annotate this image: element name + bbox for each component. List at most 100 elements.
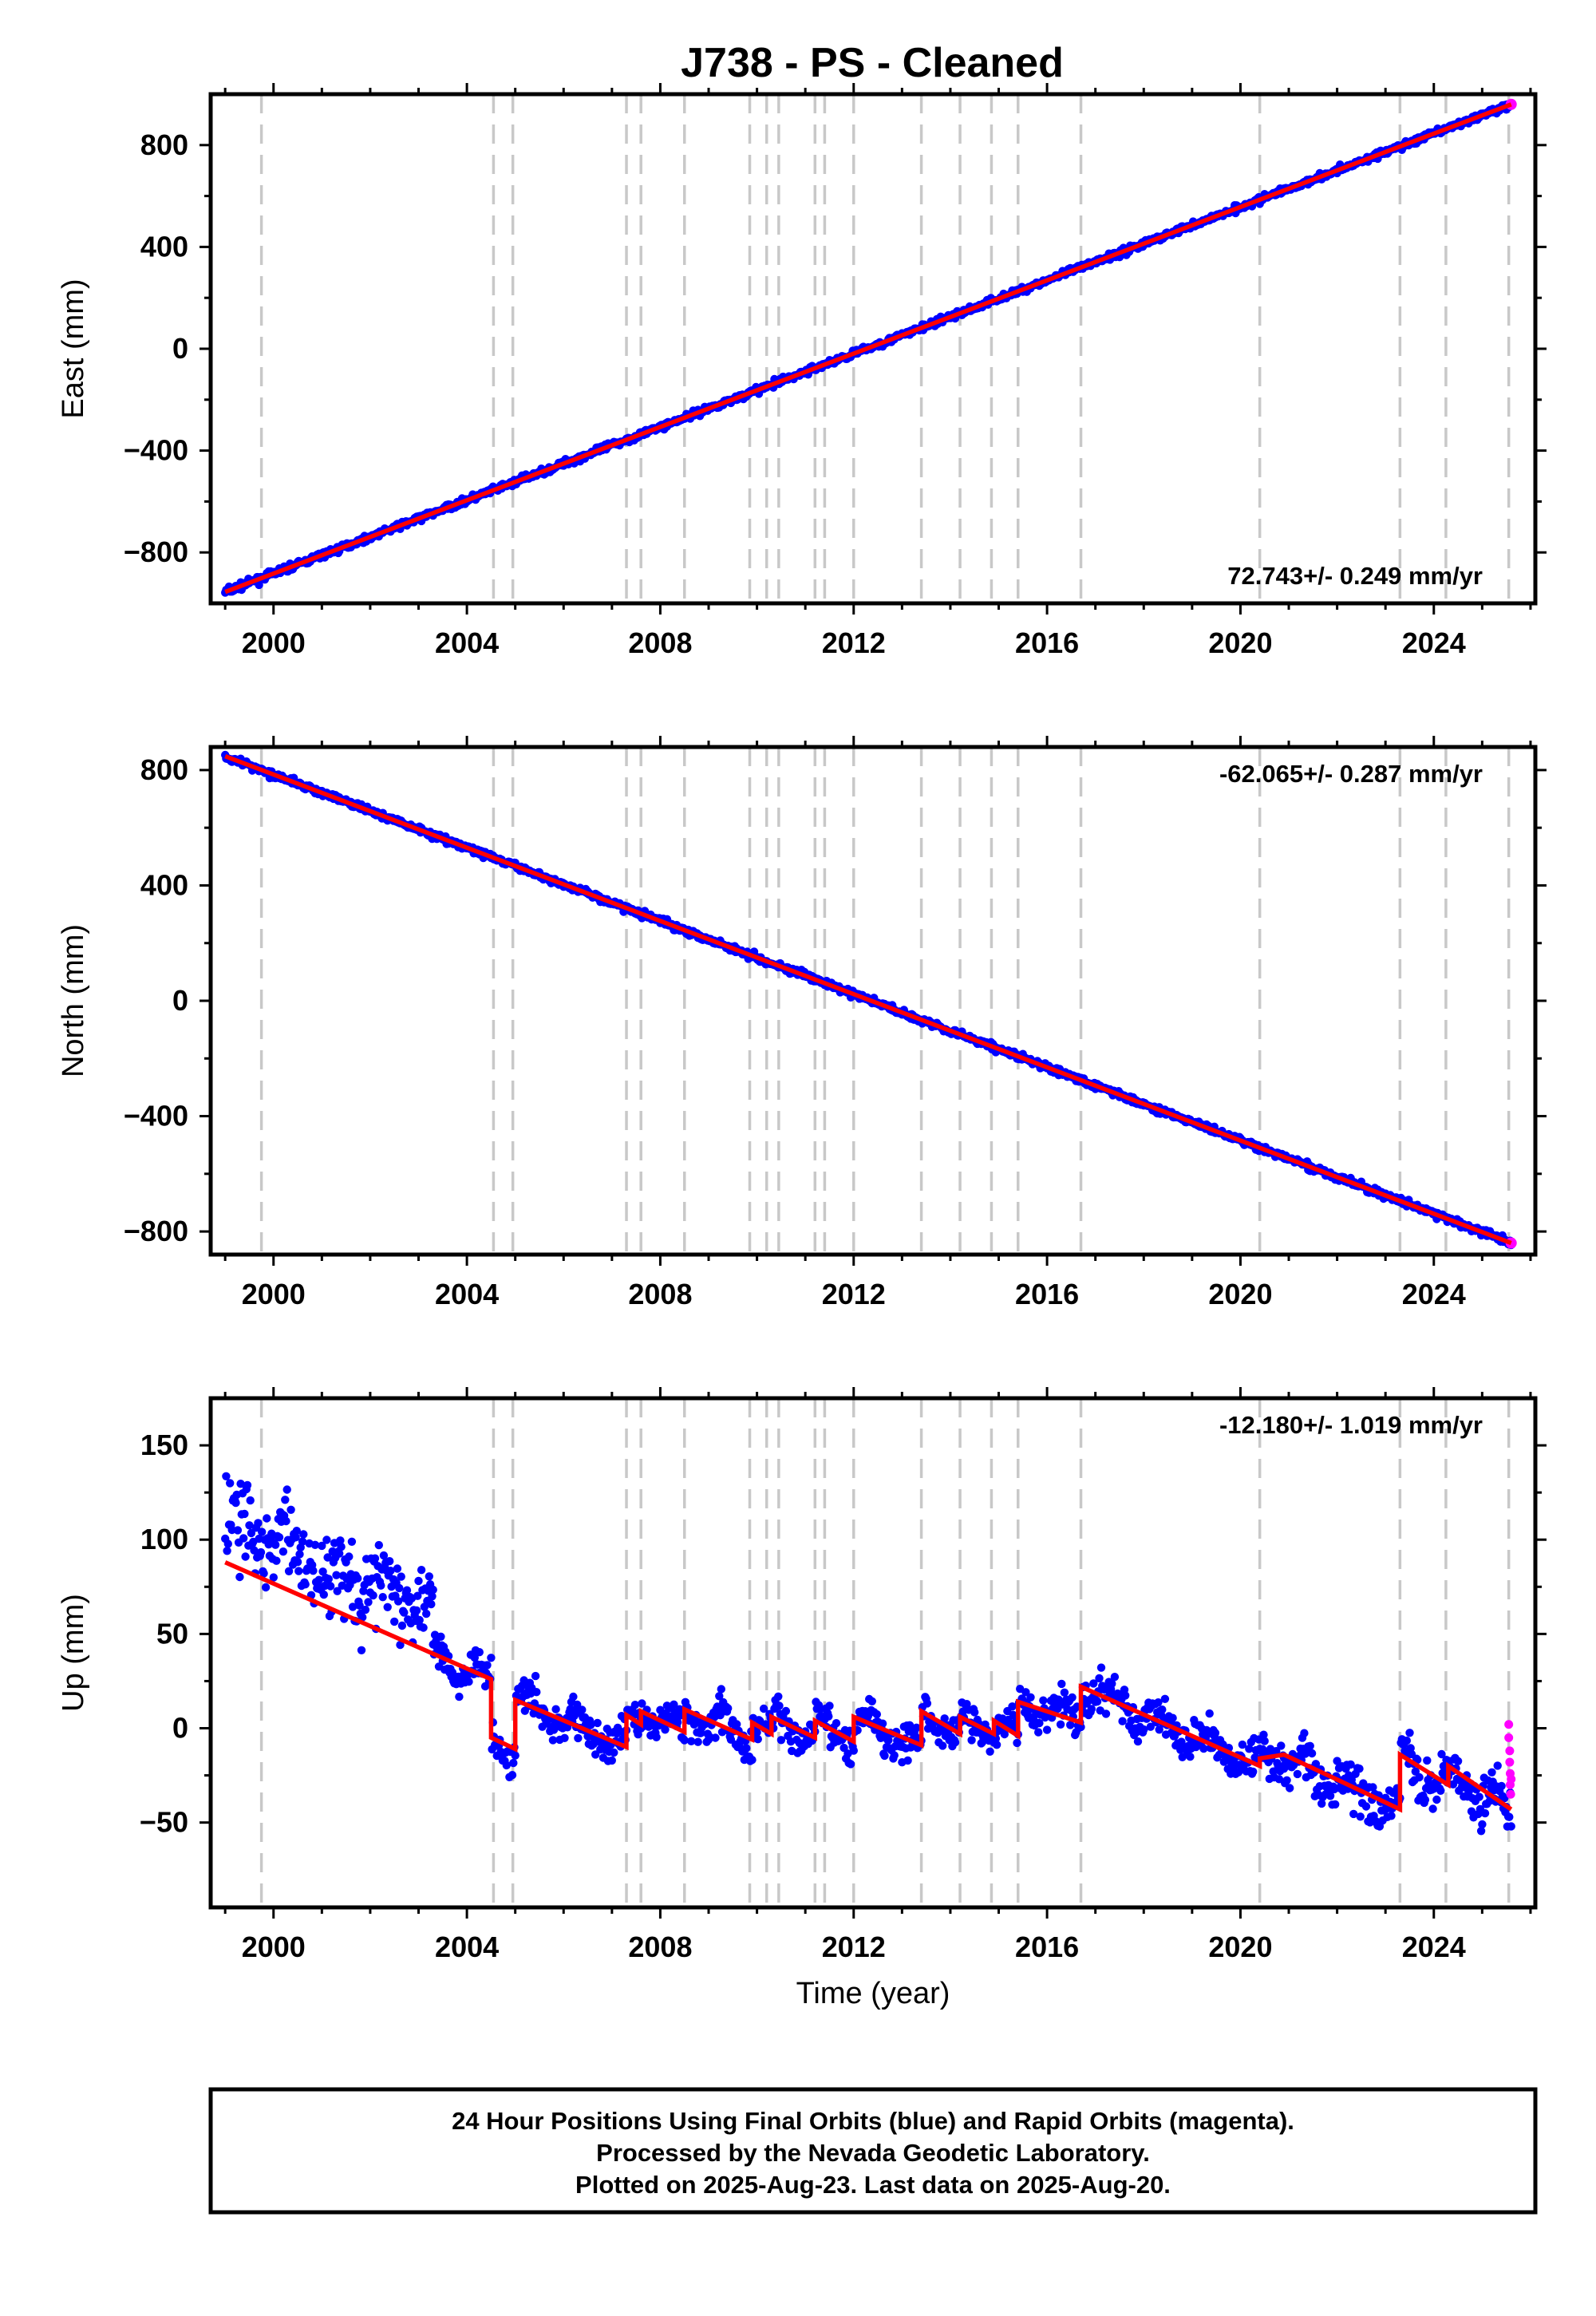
y-tick-label: −400 [124,434,188,467]
final-orbit-point [357,1646,366,1654]
final-orbit-point [867,1697,877,1705]
final-orbit-point [377,1581,385,1590]
final-orbit-point [396,1640,405,1650]
final-orbit-point [412,1606,421,1615]
final-orbit-point [1423,1756,1432,1765]
final-orbit-point [397,1572,405,1581]
final-orbit-point [532,1688,541,1697]
final-orbit-point [1500,1794,1509,1803]
final-orbit-point [269,1573,278,1582]
final-orbit-point [846,1760,855,1769]
final-orbit-point [323,1553,332,1562]
final-orbit-point [1497,1781,1506,1791]
y-tick-label: −400 [124,1100,188,1132]
final-orbit-point [1428,1804,1437,1813]
final-orbit-point [630,1701,640,1709]
rapid-orbit-point [1506,1789,1515,1799]
final-orbit-point [569,1692,578,1701]
final-orbit-point [337,1543,346,1551]
final-orbit-point [1146,1722,1156,1731]
final-orbit-point [680,1736,689,1745]
x-tick-label: 2020 [1208,626,1272,659]
final-orbit-point [1009,1710,1017,1720]
x-tick-label: 2016 [1015,626,1079,659]
footer-box: 24 Hour Positions Using Final Orbits (bl… [208,2087,1538,2215]
final-orbit-point [986,1747,994,1756]
final-orbit-point [1325,1792,1335,1800]
final-orbit-point [240,1509,249,1519]
x-tick-label: 2008 [628,1278,692,1310]
rapid-orbit-point [1505,1746,1515,1756]
final-orbit-point [310,1540,320,1550]
final-orbit-point [693,1737,702,1746]
up-x-axis-label: Time (year) [796,1977,950,2010]
final-orbit-point [1436,1786,1445,1795]
final-orbit-point [1110,1673,1120,1682]
final-orbit-point [235,1572,244,1582]
final-orbit-point [781,1706,791,1716]
final-orbit-point [1415,1773,1424,1782]
final-orbit-point [717,1685,725,1694]
final-orbit-point [938,1741,947,1750]
final-orbit-point [1249,1767,1258,1777]
final-orbit-point [1356,1812,1365,1821]
east-event-lines [259,94,1511,603]
final-orbit-point [245,1521,254,1530]
final-orbit-point [417,1566,426,1575]
final-orbit-point [661,1725,670,1734]
x-tick-label: 2012 [822,1931,886,1963]
final-orbit-point [587,1721,595,1729]
final-orbit-point [593,1718,602,1728]
final-orbit-point [1021,1688,1030,1697]
final-orbit-point [748,1756,757,1765]
final-orbit-point [1355,1765,1364,1773]
east-y-axis-label: East (mm) [57,279,90,418]
rapid-orbit-point [1505,1757,1515,1767]
up-event-lines [259,1398,1511,1907]
final-orbit-point [742,1744,751,1753]
final-orbit-point [429,1585,437,1595]
x-tick-label: 2020 [1208,1278,1272,1310]
final-orbit-point [832,1719,841,1728]
final-orbit-point [509,1758,518,1768]
final-orbit-point [1057,1679,1066,1689]
final-orbit-point [223,1547,231,1555]
chart-title: J738 - PS - Cleaned [681,40,1064,86]
final-orbit-point [1178,1753,1187,1761]
final-orbit-point [878,1719,887,1728]
x-tick-label: 2004 [435,1278,499,1310]
final-orbit-point [1346,1760,1355,1769]
final-orbit-point [364,1598,373,1607]
x-tick-label: 2000 [242,1278,306,1310]
final-orbit-point [1293,1769,1302,1779]
final-orbit-point [1439,1761,1448,1771]
final-orbit-point [292,1527,301,1535]
final-orbit-point [1186,1753,1195,1761]
final-orbit-point [1140,1725,1148,1734]
final-orbit-point [271,1540,280,1549]
final-orbit-point [1405,1729,1414,1737]
final-orbit-point [1369,1783,1377,1792]
x-tick-label: 2012 [822,626,886,659]
up-y-axis: −50 0 50 100 150 [140,1429,1547,1839]
final-orbit-point [715,1692,724,1701]
final-orbit-point [940,1714,949,1723]
final-orbit-point [1361,1802,1371,1811]
final-orbit-point [1205,1709,1214,1718]
final-orbit-point [912,1723,921,1732]
final-orbit-point [991,1734,1001,1743]
final-orbit-point [880,1751,889,1761]
final-orbit-point [1259,1730,1268,1739]
final-orbit-point [1437,1749,1446,1759]
final-orbit-point [1108,1679,1116,1688]
final-orbit-point [1279,1765,1289,1773]
final-orbit-point [1211,1729,1220,1737]
x-tick-label: 2000 [242,1931,306,1963]
final-orbit-point [1333,1757,1341,1765]
final-orbit-point [355,1601,364,1611]
final-orbit-point [282,1485,291,1494]
final-orbit-point [1282,1776,1291,1784]
final-orbit-point [354,1574,362,1583]
final-orbit-point [610,1748,618,1757]
final-orbit-point [464,1678,473,1686]
